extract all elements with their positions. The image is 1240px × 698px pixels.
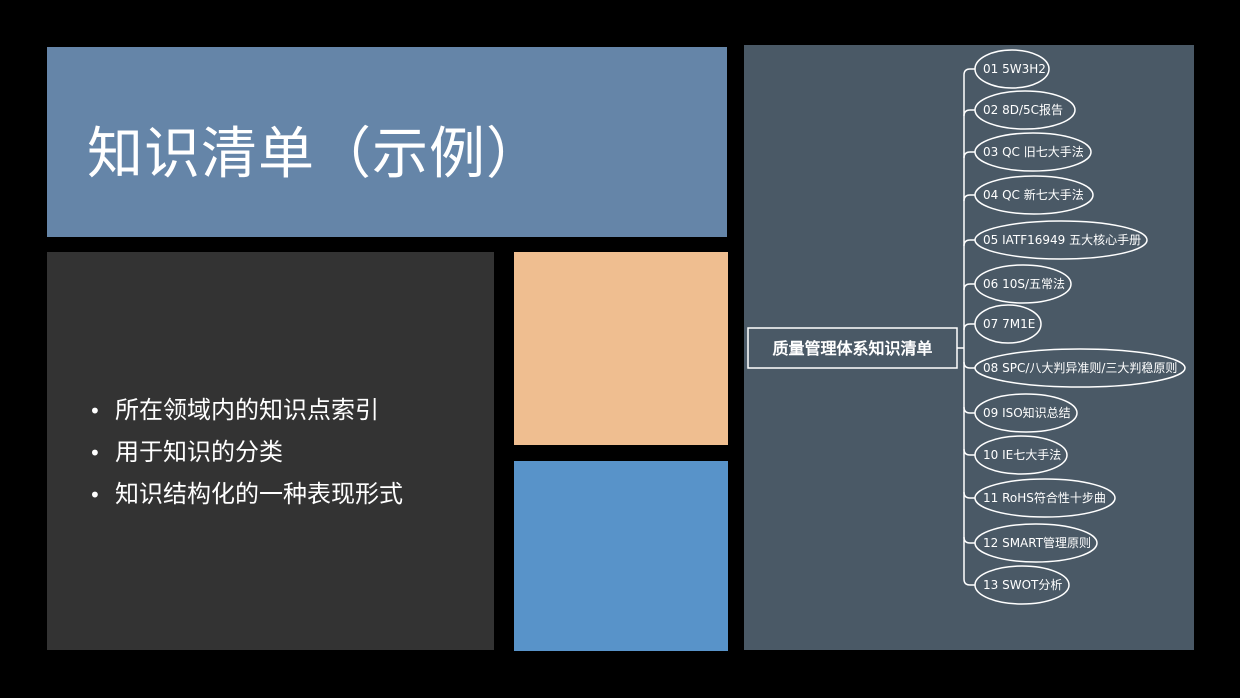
mindmap-node: 07 7M1E — [963, 304, 1042, 344]
bullet-dot-icon: • — [89, 441, 101, 465]
node-ellipse — [974, 175, 1094, 215]
peach-panel — [514, 252, 728, 445]
node-ellipse — [974, 132, 1092, 172]
mindmap-node: 11 RoHS符合性十步曲 — [963, 478, 1116, 518]
mindmap-node: 02 8D/5C报告 — [963, 90, 1076, 130]
node-ellipse — [974, 478, 1116, 518]
branch-line — [963, 194, 975, 202]
branch-line — [963, 109, 975, 117]
mindmap-panel: 质量管理体系知识清单 01 5W3H2 02 8D/5C报告 03 QC 旧七大手法 0… — [744, 45, 1194, 650]
node-label: 04 QC 新七大手法 — [983, 187, 1084, 202]
mindmap: 质量管理体系知识清单 01 5W3H2 02 8D/5C报告 03 QC 旧七大手法 0… — [747, 49, 1186, 605]
node-ellipse — [974, 393, 1078, 433]
branch-line — [963, 68, 975, 76]
node-ellipse — [974, 49, 1050, 89]
node-label: 08 SPC/八大判异准则/三大判稳原则 — [983, 360, 1177, 375]
mindmap-node: 09 ISO知识总结 — [963, 393, 1078, 433]
mindmap-node: 04 QC 新七大手法 — [963, 175, 1094, 215]
bullet-list: • 所在领域内的知识点索引 • 用于知识的分类 • 知识结构化的一种表现形式 — [89, 390, 403, 516]
node-ellipse — [974, 264, 1072, 304]
mindmap-node: 08 SPC/八大判异准则/三大判稳原则 — [963, 348, 1186, 388]
node-label: 13 SWOT分析 — [983, 578, 1062, 592]
node-label: 03 QC 旧七大手法 — [983, 145, 1084, 159]
branch-line — [963, 536, 975, 544]
bullet-dot-icon: • — [89, 483, 101, 507]
node-ellipse — [974, 348, 1186, 388]
mindmap-node: 01 5W3H2 — [963, 49, 1050, 89]
mindmap-node: 13 SWOT分析 — [963, 565, 1070, 605]
slide-title: 知识清单（示例） — [87, 122, 543, 187]
node-ellipse — [974, 523, 1098, 563]
node-label: 07 7M1E — [983, 317, 1035, 331]
node-label: 06 10S/五常法 — [983, 277, 1065, 291]
node-label: 09 ISO知识总结 — [983, 406, 1071, 420]
node-ellipse — [974, 220, 1148, 260]
branch-line — [963, 578, 975, 586]
bullet-item: • 所在领域内的知识点索引 — [89, 390, 403, 432]
branch-line — [963, 239, 975, 247]
node-label: 10 IE七大手法 — [983, 448, 1061, 462]
node-label: 01 5W3H2 — [983, 62, 1046, 76]
root-node-label: 质量管理体系知识清单 — [772, 339, 932, 358]
node-label: 05 IATF16949 五大核心手册 — [983, 233, 1141, 247]
bullet-panel: • 所在领域内的知识点索引 • 用于知识的分类 • 知识结构化的一种表现形式 — [47, 252, 494, 650]
node-label: 12 SMART管理原则 — [983, 535, 1091, 550]
bullet-item: • 知识结构化的一种表现形式 — [89, 474, 403, 516]
mindmap-node: 05 IATF16949 五大核心手册 — [963, 220, 1148, 260]
branch-line — [963, 323, 975, 331]
node-label: 02 8D/5C报告 — [983, 102, 1063, 117]
branch-line — [963, 283, 975, 291]
node-ellipse — [974, 90, 1076, 130]
mindmap-node: 10 IE七大手法 — [963, 435, 1068, 475]
branch-line — [963, 491, 975, 499]
mindmap-node: 03 QC 旧七大手法 — [963, 132, 1092, 172]
bullet-item: • 用于知识的分类 — [89, 432, 403, 474]
node-ellipse — [974, 435, 1068, 475]
branch-line — [963, 361, 975, 369]
branch-line — [963, 406, 975, 414]
blue-panel — [514, 461, 728, 651]
mindmap-node: 12 SMART管理原则 — [963, 523, 1098, 563]
bullet-dot-icon: • — [89, 399, 101, 423]
branch-line — [963, 151, 975, 159]
branch-line — [963, 448, 975, 456]
mindmap-node: 06 10S/五常法 — [963, 264, 1072, 304]
node-label: 11 RoHS符合性十步曲 — [983, 490, 1106, 505]
node-ellipse — [974, 565, 1070, 605]
title-panel: 知识清单（示例） — [47, 47, 727, 237]
node-ellipse — [974, 304, 1042, 344]
